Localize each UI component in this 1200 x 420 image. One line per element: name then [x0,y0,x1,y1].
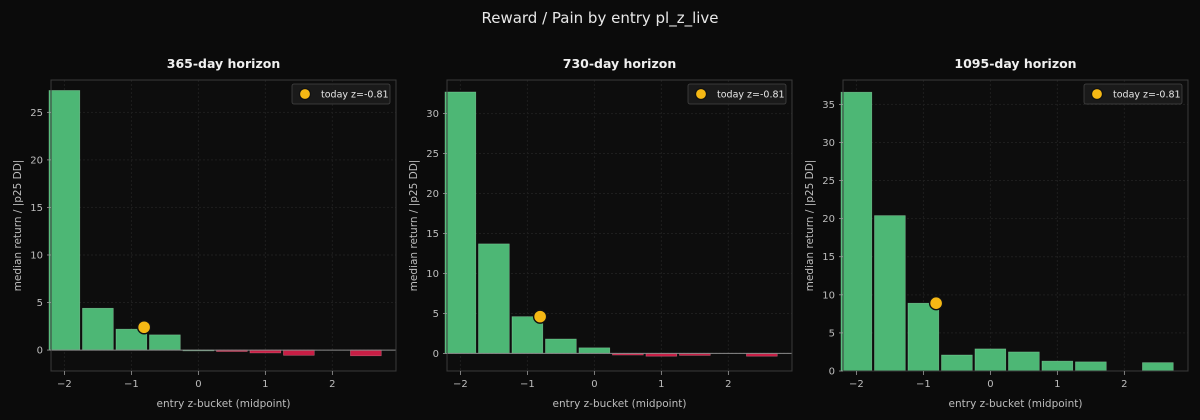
y-tick-label: 15 [426,229,439,240]
legend-box [1083,83,1183,105]
bar [1075,361,1107,372]
y-tick-label: 5 [37,298,43,309]
y-tick-label: 10 [426,269,439,280]
y-tick-label: 5 [433,309,439,320]
bar [545,338,577,354]
panel-title: 365-day horizon [167,56,280,71]
y-tick-label: 10 [822,290,835,301]
y-tick-label: 5 [829,328,835,339]
today-marker [136,320,152,335]
x-tick-label: 1 [1054,379,1060,390]
bar [82,307,114,351]
legend: today z=-0.81 [687,83,787,105]
x-axis-label: entry z-bucket (midpoint) [949,398,1083,410]
y-axis-label: median return / |p25 DD| [408,160,420,292]
x-tick-label: 0 [195,379,201,390]
y-tick-label: 15 [30,203,43,214]
y-tick-label: 20 [30,155,43,166]
x-tick-label: 2 [1121,379,1127,390]
y-tick-label: 35 [822,100,835,111]
panel-title: 1095-day horizon [954,56,1076,71]
y-tick-label: 25 [30,108,43,119]
bar [1142,362,1174,372]
x-tick-label: −1 [520,379,535,390]
bar [974,348,1007,372]
x-tick-label: −2 [453,379,468,390]
y-tick-label: 0 [37,346,43,357]
y-axis-label: median return / |p25 DD| [804,160,816,292]
bar [283,349,315,356]
bar [578,347,611,354]
legend-label: today z=-0.81 [717,90,785,101]
bar [840,91,873,372]
y-tick-label: 30 [426,109,439,120]
y-tick-label: 30 [822,138,835,149]
chart-panel-1: 0 5 10 15 20 25 −2 −1 0 1 2 365-day horizon entry z-… [12,56,397,410]
bar [444,91,477,354]
today-marker [532,309,548,324]
x-axis-label: entry z-bucket (midpoint) [553,398,687,410]
x-tick-label: −1 [916,379,931,390]
bar [1008,351,1040,372]
x-tick-label: 0 [987,379,993,390]
x-tick-label: 0 [591,379,597,390]
y-axis-label: median return / |p25 DD| [12,160,24,292]
x-tick-label: −2 [57,379,72,390]
y-tick-label: 10 [30,250,43,261]
x-axis-label: entry z-bucket (midpoint) [157,398,291,410]
x-tick-label: 1 [658,379,664,390]
x-tick-label: −2 [849,379,864,390]
x-tick-label: 2 [725,379,731,390]
legend-box [687,83,787,105]
legend: today z=-0.81 [1083,83,1183,105]
y-tick-label: 25 [426,149,439,160]
y-tick-label: 20 [426,189,439,200]
bar [907,302,940,372]
y-tick-label: 0 [433,349,439,360]
panel-title: 730-day horizon [563,56,676,71]
legend-box [291,83,391,105]
y-tick-label: 20 [822,214,835,225]
axes-frame [50,79,397,372]
legend: today z=-0.81 [291,83,391,105]
y-tick-label: 15 [822,252,835,263]
axes-frame [842,79,1189,372]
chart-panel-2: 0 5 10 15 20 25 30 −2 −1 0 1 2 730-day horizon entry … [408,56,793,410]
bar [941,354,973,372]
legend-label: today z=-0.81 [321,90,389,101]
bar [478,243,510,354]
y-tick-label: 0 [829,367,835,378]
x-tick-label: 2 [329,379,335,390]
figure-title: Reward / Pain by entry pl_z_live [481,9,719,27]
legend-marker [298,87,312,101]
chart-panel-3: 0 5 10 15 20 25 30 35 −2 −1 0 1 2 1095-day horizon ent… [804,56,1189,410]
legend-label: today z=-0.81 [1113,90,1181,101]
today-marker [928,296,944,311]
x-tick-label: 1 [262,379,268,390]
y-tick-label: 25 [822,176,835,187]
bar [1041,360,1074,372]
bar [874,215,906,372]
bar [149,334,181,351]
bar [48,90,81,351]
bar [350,349,382,357]
legend-marker [1090,87,1104,101]
x-tick-label: −1 [124,379,139,390]
legend-marker [694,87,708,101]
axes-frame [446,79,793,372]
